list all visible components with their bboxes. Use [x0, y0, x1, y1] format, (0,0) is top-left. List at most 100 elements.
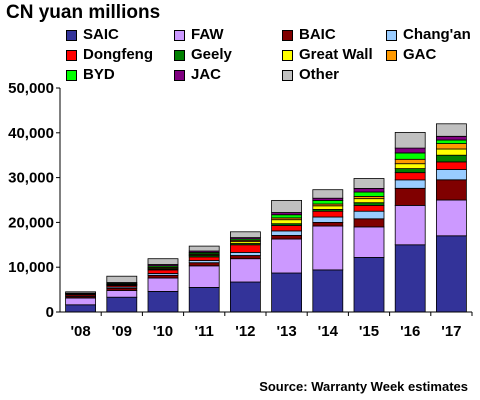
- bar-segment: [394, 244, 426, 313]
- legend-swatch: [66, 49, 77, 61]
- legend-swatch: [66, 69, 77, 81]
- bar-segment: [394, 168, 426, 174]
- bar-segment: [147, 274, 179, 279]
- bar-segment: [65, 304, 96, 313]
- bar-segment: [106, 275, 138, 283]
- bar-segment: [353, 178, 385, 189]
- bar-segment: [353, 202, 385, 206]
- y-tick-label: 0: [46, 304, 54, 321]
- legend-swatch: [174, 49, 185, 61]
- bar-segment: [394, 179, 426, 189]
- x-axis: '08 '09 '10 '11 '12 '13 '14 '15 '16 '17: [60, 311, 473, 340]
- bar-segment: [229, 258, 261, 283]
- legend-label: Great Wall: [299, 46, 373, 63]
- bar-segment: [271, 230, 303, 236]
- legend-label: GAC: [403, 46, 437, 63]
- bar-segment: [271, 225, 303, 232]
- legend-label: JAC: [191, 66, 222, 83]
- bar-segment: [353, 187, 385, 193]
- bar-segment: [229, 255, 261, 260]
- y-tick-label: 40,000: [8, 125, 54, 142]
- legend-item: Other: [282, 66, 339, 84]
- bar-segment: [353, 210, 385, 220]
- bar-segment: [394, 204, 426, 246]
- bar-segment: [394, 158, 426, 165]
- y-tick-label: 20,000: [8, 214, 54, 231]
- bar-segment: [394, 172, 426, 181]
- bar-segment: [312, 205, 344, 210]
- legend-label: BAIC: [299, 26, 336, 43]
- bar-segment: [147, 290, 179, 313]
- bar-segment: [229, 231, 261, 239]
- bar-segment: [312, 221, 344, 227]
- chart-title: CN yuan millions: [6, 2, 161, 23]
- bar-segment: [188, 245, 220, 252]
- y-tick-label: 50,000: [8, 80, 54, 97]
- bar-segment: [353, 204, 385, 212]
- bar-segment: [65, 297, 96, 306]
- legend-label: Other: [299, 66, 340, 83]
- legend-swatch: [282, 29, 293, 41]
- bar-segment: [353, 218, 385, 228]
- bar-segment: [394, 152, 426, 160]
- x-tick-label: '12: [235, 323, 255, 340]
- legend-swatch: [174, 29, 185, 41]
- legend-label: FAW: [191, 26, 224, 43]
- bar-segment: [312, 210, 344, 218]
- bar-segment: [106, 296, 138, 313]
- bar-segment: [271, 219, 303, 225]
- x-tick-label: '13: [276, 323, 296, 340]
- legend-item: Great Wall: [282, 46, 373, 64]
- bar-segment: [394, 131, 426, 149]
- bar-segment: [353, 191, 385, 197]
- bar-segment: [353, 198, 385, 204]
- bar-segment: [188, 265, 220, 288]
- bar-segment: [271, 199, 303, 213]
- legend-item: FAW: [174, 26, 224, 44]
- x-tick-label: '16: [400, 323, 420, 340]
- x-tick-label: '08: [70, 323, 90, 340]
- legend-label: BYD: [83, 66, 115, 83]
- bar-segment: [312, 216, 344, 223]
- legend-label: SAIC: [83, 26, 119, 43]
- legend-item: Geely: [174, 46, 232, 64]
- bar-segment: [353, 256, 385, 313]
- legend-item: BYD: [66, 66, 115, 84]
- legend: SAIC FAW BAIC Chang'an Dongfeng Geely Great Wa…: [66, 26, 480, 84]
- legend-item: JAC: [174, 66, 221, 84]
- legend-swatch: [386, 29, 397, 41]
- bar-segment: [435, 143, 467, 150]
- bar-segment: [271, 272, 303, 313]
- bar-segment: [147, 258, 179, 265]
- bar-segment: [188, 286, 220, 313]
- bar-segment: [435, 139, 467, 144]
- bar-segment: [394, 163, 426, 169]
- bar-segment: [188, 256, 220, 261]
- bar-segment: [106, 287, 138, 291]
- bar-segment: [435, 169, 467, 181]
- legend-label: Dongfeng: [83, 46, 153, 63]
- x-tick-label: '15: [359, 323, 379, 340]
- bar-segment: [271, 238, 303, 274]
- bar-segment: [435, 235, 467, 313]
- legend-swatch: [386, 49, 397, 61]
- bar-segment: [435, 135, 467, 141]
- bar-segment: [435, 154, 467, 163]
- bar-segment: [65, 291, 96, 294]
- bar-segment: [394, 187, 426, 206]
- bar-segment: [229, 251, 261, 256]
- y-tick-label: 10,000: [8, 259, 54, 276]
- bar-segment: [147, 277, 179, 292]
- bar-segment: [188, 262, 220, 267]
- legend-swatch: [282, 69, 293, 81]
- x-tick-label: '09: [112, 323, 132, 340]
- bar-segment: [147, 269, 179, 274]
- bar-segment: [229, 281, 261, 313]
- y-tick-label: 30,000: [8, 170, 54, 187]
- x-tick-label: '11: [194, 323, 213, 340]
- bar-segment: [435, 179, 467, 201]
- legend-label: Chang'an: [403, 26, 471, 43]
- bar-segment: [312, 189, 344, 199]
- y-axis: 0 10,000 20,000 30,000 40,000 50,000: [8, 80, 61, 321]
